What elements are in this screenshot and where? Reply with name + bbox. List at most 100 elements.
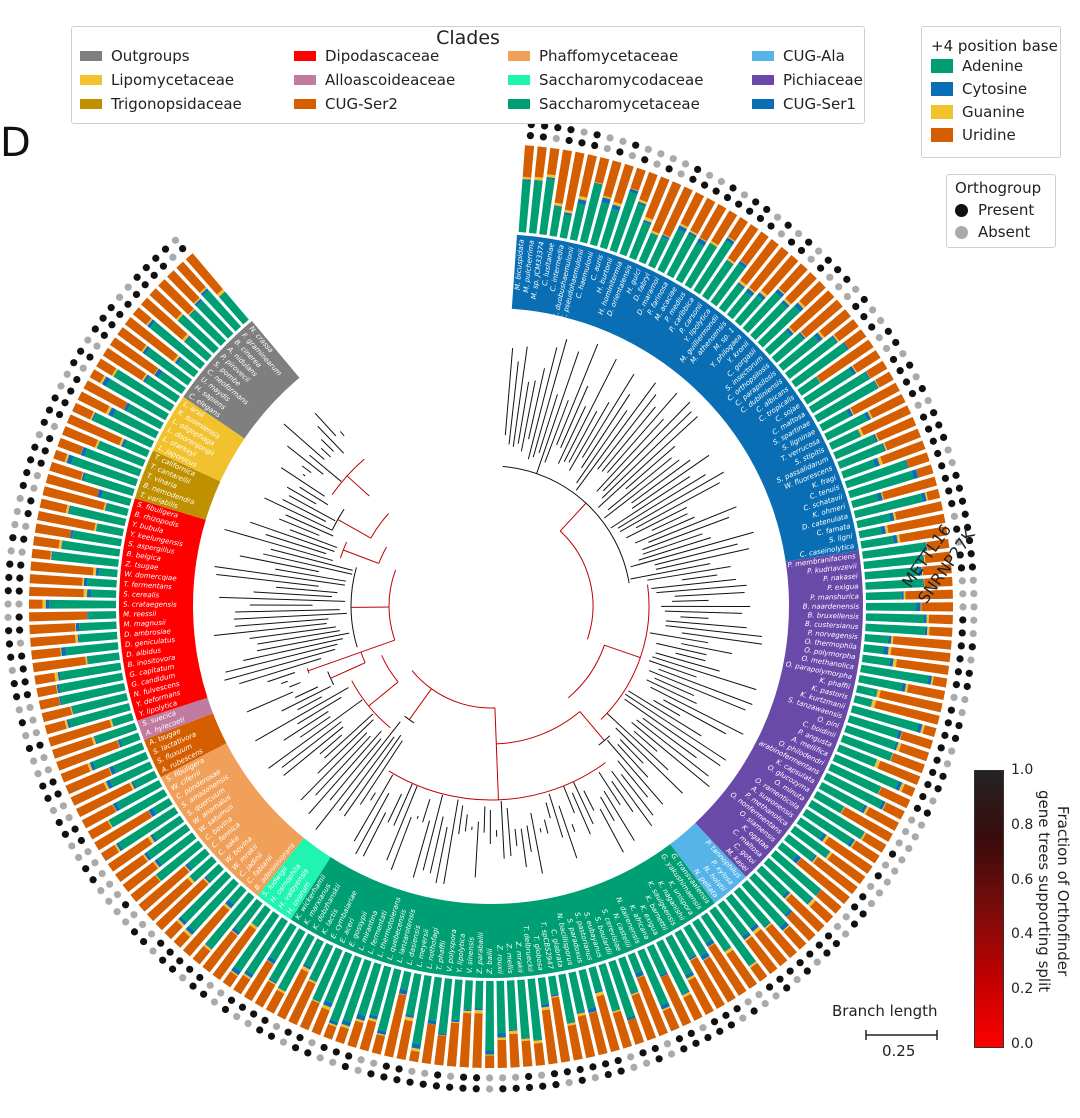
- base-fraction-segment: [853, 695, 873, 707]
- orthogroup-dot-mettl16: [512, 1073, 520, 1081]
- base-fraction-segment: [53, 449, 68, 463]
- orthogroup-dot-mettl16: [786, 967, 794, 975]
- base-fraction-segment: [848, 366, 857, 376]
- base-fraction-segment: [82, 577, 85, 586]
- base-fraction-segment: [463, 980, 473, 1010]
- tree-branch: [256, 632, 350, 652]
- base-fraction-segment: [54, 672, 59, 682]
- base-fraction-segment: [576, 1010, 586, 1014]
- orthogroup-dot-snrnp27k: [68, 842, 76, 850]
- base-fraction-segment: [60, 647, 62, 657]
- base-fraction-segment: [785, 272, 817, 305]
- tree-branch: [615, 727, 683, 794]
- base-fraction-segment: [880, 492, 884, 501]
- base-fraction-segment: [251, 922, 259, 928]
- base-fraction-segment: [841, 459, 876, 479]
- base-fraction-segment: [29, 586, 84, 598]
- base-fraction-segment: [330, 955, 362, 1023]
- base-fraction-segment: [887, 513, 946, 534]
- base-fraction-segment: [594, 989, 603, 994]
- base-fraction-segment: [690, 956, 725, 1009]
- base-fraction-segment: [827, 853, 866, 885]
- base-fraction-segment: [347, 1020, 364, 1048]
- base-fraction-segment: [918, 566, 923, 576]
- base-fraction-segment: [396, 1019, 413, 1061]
- base-fraction-segment: [75, 634, 79, 643]
- base-fraction-segment: [533, 1039, 543, 1044]
- base-fraction-segment: [66, 414, 123, 446]
- orthogroup-dot-snrnp27k: [970, 590, 978, 598]
- tree-branch: [337, 519, 365, 535]
- base-fraction-segment: [688, 231, 697, 238]
- orthogroup-dot-snrnp27k: [82, 865, 90, 873]
- orthogroup-dot-snrnp27k: [899, 350, 907, 358]
- base-fraction-segment: [893, 741, 899, 751]
- base-fraction-segment: [898, 743, 930, 762]
- base-fraction-segment: [837, 443, 885, 469]
- legend-label: CUG-Ala: [783, 47, 845, 65]
- tree-branch: [630, 563, 711, 580]
- orthogroup-dot-snrnp27k: [898, 856, 906, 864]
- orthogroup-dot-snrnp27k: [40, 418, 48, 426]
- orthogroup-dot-mettl16: [459, 1073, 468, 1081]
- base-fraction-segment: [463, 1010, 472, 1014]
- base-fraction-segment: [703, 956, 736, 1003]
- base-fraction-segment: [866, 360, 888, 379]
- tree-branch: [246, 691, 294, 713]
- orthogroup-dot-mettl16: [272, 1022, 281, 1031]
- base-fraction-segment: [899, 731, 903, 740]
- tree-branch: [607, 392, 678, 473]
- orthogroup-dot-snrnp27k: [5, 640, 14, 648]
- tree-branch: [371, 560, 379, 564]
- orthogroup-dot-snrnp27k: [11, 520, 19, 529]
- base-fraction-segment: [677, 225, 688, 233]
- base-fraction-segment: [355, 1018, 365, 1024]
- base-fraction-segment: [93, 735, 98, 745]
- base-fraction-segment: [114, 843, 121, 853]
- tree-branch: [300, 732, 368, 801]
- clade-wedge-cug-ser1: [511, 234, 859, 562]
- orthogroup-dot-snrnp27k: [279, 1038, 288, 1046]
- orthogroup-dot-mettl16: [73, 375, 81, 384]
- orthogroup-dot-mettl16: [55, 410, 64, 419]
- base-fraction-segment: [674, 929, 696, 959]
- species-label: B. custersianus: [805, 620, 859, 631]
- orthogroup-dot-snrnp27k: [948, 747, 956, 755]
- base-fraction-segment: [187, 876, 195, 885]
- colorbar-tick: 0.0: [1011, 1036, 1034, 1052]
- base-fraction-segment: [836, 744, 878, 768]
- base-fraction-segment: [870, 699, 873, 708]
- base-fraction-segment: [824, 413, 868, 441]
- orthogroup-dot-snrnp27k: [729, 184, 737, 192]
- base-fraction-segment: [833, 434, 876, 460]
- base-fraction-segment: [147, 319, 156, 329]
- tree-branch: [563, 358, 617, 462]
- orthogroup-dot-snrnp27k: [304, 1049, 312, 1057]
- legend-label: Cytosine: [962, 80, 1028, 98]
- base-fraction-segment: [911, 469, 919, 480]
- orthogroup-dot-snrnp27k: [965, 669, 973, 677]
- tree-branch: [635, 482, 720, 529]
- base-fraction-segment: [185, 863, 193, 872]
- base-fraction-segment: [881, 476, 938, 500]
- base-fraction-segment: [906, 684, 946, 700]
- base-fraction-segment: [808, 799, 865, 840]
- orthogroup-dot-snrnp27k: [961, 695, 969, 704]
- orthogroup-dot-mettl16: [616, 148, 624, 156]
- orthogroup-dot-snrnp27k: [918, 385, 926, 393]
- base-fraction-segment: [96, 523, 125, 537]
- orthogroup-dot-snrnp27k: [367, 1070, 375, 1078]
- orthogroup-dot-mettl16: [815, 941, 823, 949]
- base-fraction-segment: [87, 578, 117, 588]
- tree-branch: [355, 792, 390, 855]
- orthogroup-dot-mettl16: [952, 681, 961, 689]
- orthogroup-dot-mettl16: [701, 181, 709, 189]
- base-fraction-segment: [269, 922, 297, 961]
- base-fraction-segment: [662, 233, 671, 238]
- orthogroup-dot-mettl16: [908, 816, 916, 824]
- orthogroup-dot-mettl16: [956, 655, 964, 663]
- base-fraction-segment: [858, 526, 882, 539]
- base-fraction-segment: [782, 890, 791, 899]
- base-fraction-segment: [863, 644, 884, 655]
- tree-branch: [353, 774, 394, 842]
